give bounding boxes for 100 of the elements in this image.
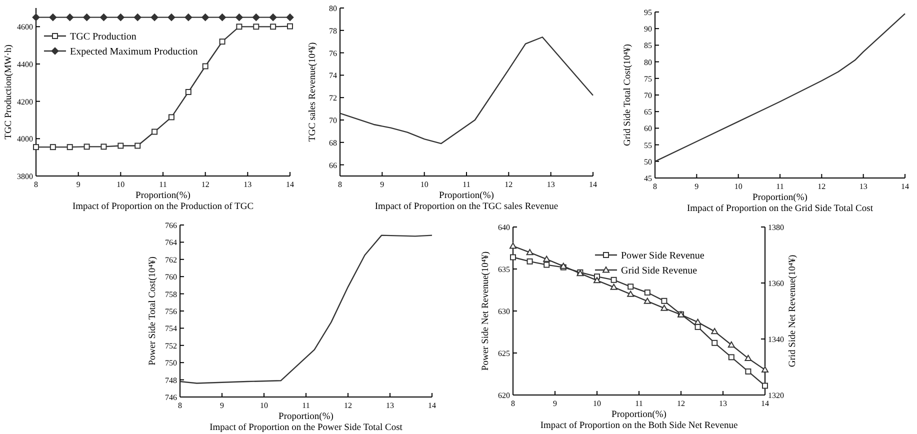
point [526,248,534,256]
point [116,14,124,22]
y-tick-label: 766 [165,221,177,230]
x-tick-label: 9 [553,399,557,408]
point [745,368,752,374]
y-tick-label: 764 [165,238,177,248]
x-tick-label: 14 [428,401,436,410]
point [728,341,735,348]
y-axis-title: Power Side Total Cost(10⁴¥) [148,256,158,366]
legend-label: TGC Production [70,32,136,42]
x-tick-label: 11 [302,401,310,410]
y-tick-label: 4200 [17,97,33,106]
y-tick-label: 74 [329,71,337,80]
x-tick-label: 13 [859,182,868,191]
y-tick-label: 72 [329,94,337,103]
y-tick-label: 625 [498,349,510,358]
point [219,38,226,45]
y-tick-label: 50 [644,157,652,166]
x-tick-label: 10 [734,182,742,191]
x-tick-label: 10 [420,180,428,189]
point [253,24,260,30]
point [660,304,668,311]
point [728,354,734,360]
y2-tick-label: 1320 [768,391,784,400]
y-tick-label: 66 [329,160,337,170]
point [510,254,516,260]
point [100,144,107,150]
x-tick-label: 9 [380,180,384,189]
y-tick-label: 95 [644,8,652,17]
point [594,276,600,284]
x-tick-label: 12 [201,180,210,189]
x-tick-label: 11 [776,182,784,191]
point [152,128,158,135]
line-series [179,234,433,384]
y-tick-label: 85 [644,41,652,50]
y-tick-label: 748 [165,376,177,385]
point [50,144,56,150]
y-tick-label: 90 [644,24,652,34]
x-tick-label: 12 [677,399,685,408]
y-tick-label: 55 [644,140,652,150]
x-axis-title: Proportion(%) [752,193,808,203]
y-tick-label: 65 [644,108,652,117]
y-tick-label: 60 [644,124,652,134]
point [628,284,634,290]
x-tick-label: 14 [286,180,294,189]
point [610,276,617,283]
point [287,23,293,30]
y-tick-label: 630 [498,307,510,316]
point [762,382,768,389]
y2-tick-label: 1360 [768,279,784,288]
point [134,142,141,149]
point [236,14,243,22]
point [270,24,276,30]
point [744,354,752,362]
point [644,290,650,296]
point [150,14,158,22]
x-axis-title: Proportion(%) [278,412,334,422]
x-tick-label: 12 [344,401,352,410]
point [252,14,260,22]
point [236,24,242,30]
y-tick-label: 760 [165,272,177,282]
point [712,340,718,346]
y-tick-label: 4400 [17,60,33,69]
y-tick-label: 4600 [17,22,33,32]
point [610,284,618,290]
point [627,290,634,297]
point [184,14,192,22]
y-tick-label: 756 [165,307,177,316]
x-tick-label: 14 [589,180,597,189]
x-tick-label: 8 [653,182,657,191]
x-tick-label: 11 [159,180,167,189]
x-axis-title: Proportion(%) [439,191,494,201]
point [711,328,718,334]
x-tick-label: 10 [593,399,601,408]
line-series [339,36,594,144]
point [118,142,124,149]
x-tick-label: 13 [719,399,727,408]
x-tick-label: 13 [546,180,555,189]
point [66,14,74,22]
y-tick-label: 746 [165,393,177,402]
point [202,14,210,22]
line-series [654,13,906,162]
point [66,144,73,150]
x-tick-label: 13 [386,401,394,410]
legend-label: Power Side Revenue [621,250,705,262]
y-tick-label: 80 [329,4,337,13]
y-tick-label: 640 [498,223,510,232]
point [185,89,192,95]
text: Impact of Proportion on the Grid Side Total Cost [687,204,874,214]
x-tick-label: 8 [34,180,38,189]
y-tick-label: 80 [644,58,652,67]
x-tick-label: 12 [504,180,513,189]
y-tick-label: 758 [165,290,177,299]
y-axis-title: TGC Production(MW·h) [4,44,14,140]
text: Impact of Proportion on the TGC sales Revenue [374,202,558,212]
point [168,114,174,120]
point [134,14,142,22]
x-tick-label: 9 [76,180,80,189]
x-tick-label: 8 [178,401,182,410]
point [269,14,277,22]
